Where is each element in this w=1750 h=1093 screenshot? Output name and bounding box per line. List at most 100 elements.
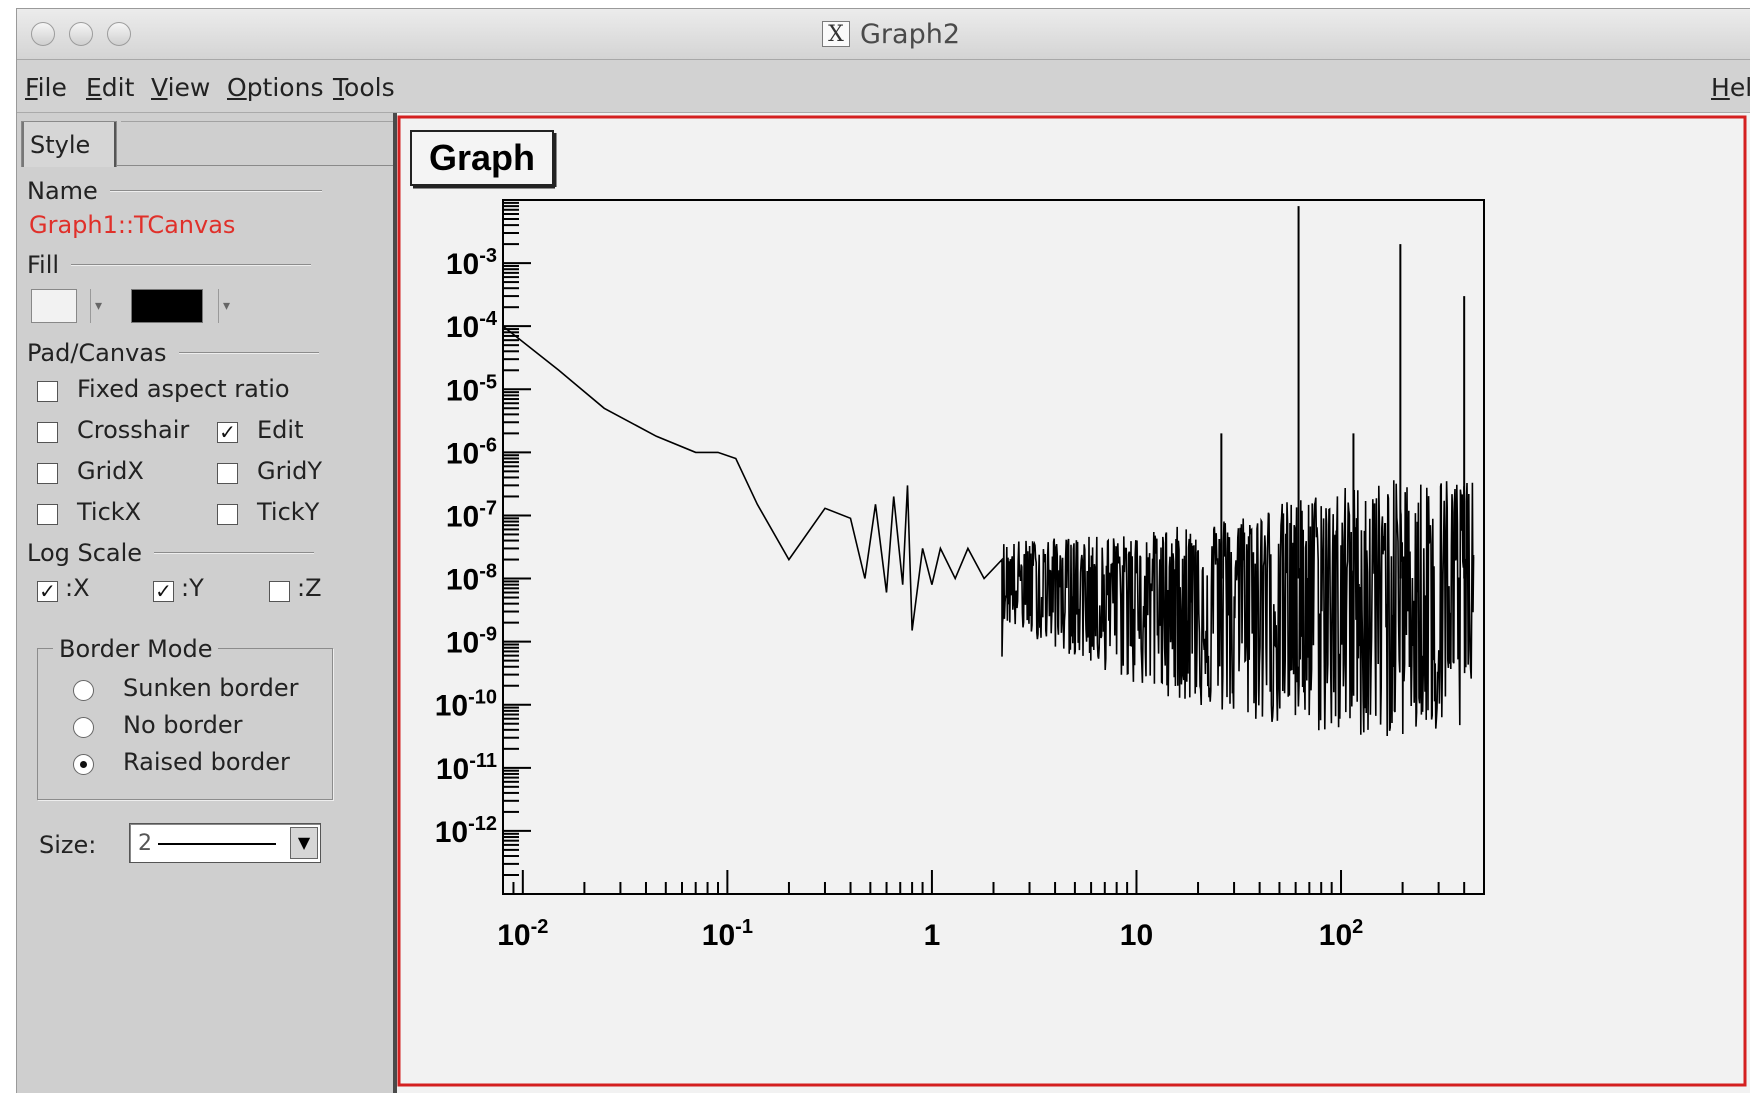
y-tick-label: 10-4	[446, 308, 498, 344]
style-editor-panel: Style Name Graph1::TCanvas Fill ▾ ▾ Pad/…	[17, 113, 393, 1093]
fill-color-swatch[interactable]	[31, 289, 77, 323]
gridy-checkbox[interactable]	[217, 463, 238, 484]
fill-pattern-swatch[interactable]	[131, 289, 203, 323]
window-title-text: Graph2	[860, 18, 960, 50]
tab-divider	[117, 165, 393, 166]
edit-checkbox[interactable]: ✓	[217, 422, 238, 443]
log-scale-section-header: Log Scale	[27, 539, 315, 567]
fill-section-label: Fill	[27, 251, 60, 279]
tab-strip-empty	[121, 121, 393, 166]
tickx-label: TickX	[77, 498, 142, 526]
root-window: X Graph2 File Edit View Options Tools He…	[16, 8, 1750, 1093]
tickx-checkbox[interactable]	[37, 504, 58, 525]
y-tick-label: 10-6	[446, 434, 497, 470]
close-window-button[interactable]	[31, 22, 55, 46]
log-z-label: :Z	[297, 574, 322, 602]
y-tick-label: 10-5	[446, 371, 497, 407]
menu-bar: File Edit View Options Tools Hel	[17, 60, 1750, 113]
fill-section-rule	[71, 264, 312, 266]
title-bar: X Graph2	[17, 9, 1750, 60]
crosshair-label: Crosshair	[77, 416, 190, 444]
fill-section-header: Fill	[27, 251, 312, 279]
menu-options-rest: ptions	[246, 73, 324, 102]
y-tick-label: 10-12	[435, 813, 497, 849]
canvas-area[interactable]: Graph 10-2 10-1 1 10 102 10-3 10-4 10-5 10-6 10-7…	[393, 113, 1750, 1093]
gridx-label: GridX	[77, 457, 144, 485]
menu-tools-rest: ools	[344, 73, 395, 102]
log-y-label: :Y	[181, 574, 204, 602]
object-name-value: Graph1::TCanvas	[29, 211, 236, 239]
chart-title: Graph	[429, 137, 535, 178]
axes-group: 10-2 10-1 1 10 10210-310-410-510-610-710-810…	[435, 201, 1485, 952]
menu-file[interactable]: File	[25, 73, 67, 102]
menu-help-rest: el	[1729, 73, 1750, 102]
sunken-border-label: Sunken border	[123, 674, 299, 702]
fixed-aspect-checkbox[interactable]	[37, 381, 58, 402]
size-label: Size:	[39, 831, 97, 859]
name-section-header: Name	[27, 177, 322, 205]
log-y-checkbox[interactable]: ✓	[153, 581, 174, 602]
x-tick-label: 10	[1120, 919, 1153, 952]
x-tick-label: 10-1	[702, 916, 753, 952]
menu-view-mnemonic: V	[151, 73, 168, 102]
raised-border-label: Raised border	[123, 748, 290, 776]
graph-canvas[interactable]: Graph 10-2 10-1 1 10 10210-310-410-510-610-7…	[397, 113, 1750, 1093]
raised-border-radio-dot	[80, 761, 87, 768]
ticky-label: TickY	[257, 498, 320, 526]
log-scale-section-label: Log Scale	[27, 539, 143, 567]
gridx-checkbox[interactable]	[37, 463, 58, 484]
y-tick-label: 10-8	[446, 561, 497, 597]
raised-border-radio[interactable]	[73, 754, 94, 775]
edit-label: Edit	[257, 416, 304, 444]
log-x-checkbox[interactable]: ✓	[37, 581, 58, 602]
no-border-radio[interactable]	[73, 717, 94, 738]
ticky-checkbox[interactable]	[217, 504, 238, 525]
log-x-label: :X	[65, 574, 90, 602]
fixed-aspect-label: Fixed aspect ratio	[77, 375, 290, 403]
menu-tools-mnemonic: T	[333, 73, 345, 102]
x11-icon: X	[822, 21, 850, 47]
pad-canvas-section-label: Pad/Canvas	[27, 339, 167, 367]
x-tick-label: 10-2	[497, 916, 548, 952]
y-tick-label: 10-9	[446, 624, 497, 660]
window-title: X Graph2	[822, 18, 960, 50]
pad-border	[397, 115, 1747, 1087]
pad-canvas-section-header: Pad/Canvas	[27, 339, 319, 367]
series-group	[502, 206, 1475, 737]
menu-help[interactable]: Hel	[1711, 73, 1750, 102]
menu-options[interactable]: Options	[227, 73, 323, 102]
x-tick-label: 102	[1319, 916, 1364, 952]
menu-file-rest: ile	[37, 73, 67, 102]
y-tick-label: 10-11	[436, 750, 497, 786]
y-tick-label: 10-7	[446, 497, 497, 533]
menu-options-mnemonic: O	[227, 73, 247, 102]
log-scale-section-rule	[154, 552, 315, 554]
menu-view[interactable]: View	[151, 73, 210, 102]
name-section-rule	[109, 190, 322, 192]
line-size-select[interactable]: 2 ▼	[129, 823, 321, 863]
menu-edit-mnemonic: E	[86, 73, 102, 102]
line-size-value: 2	[138, 831, 152, 856]
line-size-preview	[158, 843, 276, 845]
tab-style[interactable]: Style	[21, 121, 117, 167]
menu-help-mnemonic: H	[1711, 73, 1730, 102]
y-tick-label: 10-3	[446, 245, 497, 281]
menu-edit[interactable]: Edit	[86, 73, 134, 102]
menu-file-mnemonic: F	[25, 73, 38, 102]
zoom-window-button[interactable]	[107, 22, 131, 46]
pad-canvas-section-rule	[178, 352, 319, 354]
x-tick-label: 1	[924, 919, 941, 952]
name-section-label: Name	[27, 177, 98, 205]
chevron-down-icon[interactable]: ▼	[290, 827, 318, 859]
title-box[interactable]	[410, 130, 554, 186]
y-tick-label: 10-10	[435, 687, 497, 723]
menu-tools[interactable]: Tools	[333, 73, 395, 102]
border-mode-title: Border Mode	[53, 635, 219, 663]
power-spectrum-line	[502, 325, 1475, 737]
sunken-border-radio[interactable]	[73, 680, 94, 701]
crosshair-checkbox[interactable]	[37, 422, 58, 443]
fill-pattern-dropdown-arrow-icon[interactable]: ▾	[218, 289, 240, 323]
minimize-window-button[interactable]	[69, 22, 93, 46]
log-z-checkbox[interactable]	[269, 581, 290, 602]
fill-color-dropdown-arrow-icon[interactable]: ▾	[90, 289, 112, 323]
